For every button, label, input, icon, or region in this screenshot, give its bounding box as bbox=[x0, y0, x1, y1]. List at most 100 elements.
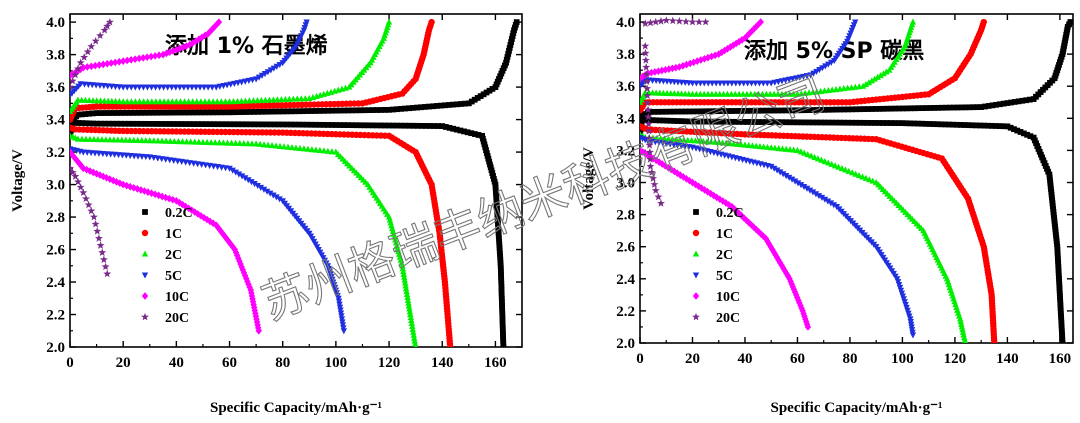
data-point-2C-discharge bbox=[672, 136, 680, 143]
data-point-0.2C-discharge bbox=[872, 120, 879, 126]
data-point-0.2C-discharge bbox=[1049, 200, 1056, 207]
data-point-0.2C-charge bbox=[121, 110, 128, 116]
data-point-0.2C-charge bbox=[1027, 96, 1033, 103]
data-point-0.2C-discharge bbox=[817, 119, 824, 126]
y-tick-label: 3.0 bbox=[616, 176, 635, 192]
data-point-0.2C-discharge bbox=[198, 121, 205, 127]
y-tick-label: 3.2 bbox=[46, 145, 65, 161]
data-point-2C-discharge bbox=[74, 135, 82, 142]
data-point-2C-discharge bbox=[98, 136, 106, 143]
data-point-0.2C-discharge bbox=[907, 120, 914, 127]
data-point-20C-discharge bbox=[646, 155, 655, 163]
data-point-0.2C-discharge bbox=[499, 326, 506, 332]
data-point-0.2C-charge bbox=[904, 105, 910, 112]
data-point-0.2C-discharge bbox=[324, 122, 331, 128]
data-point-0.2C-discharge bbox=[656, 117, 663, 124]
data-point-5C-discharge bbox=[785, 174, 793, 181]
data-point-10C-discharge bbox=[686, 176, 693, 185]
data-point-10C-discharge bbox=[76, 159, 83, 168]
data-point-5C-discharge bbox=[827, 200, 835, 207]
data-point-0.2C-charge bbox=[868, 106, 875, 112]
data-point-2C-discharge bbox=[191, 138, 198, 145]
data-point-2C-discharge bbox=[399, 265, 407, 272]
data-point-0.2C-charge bbox=[449, 101, 456, 108]
x-axis-title: Specific Capacity/mAh·g⁻¹ bbox=[771, 400, 943, 416]
data-point-10C-discharge bbox=[738, 211, 745, 220]
data-point-2C-charge bbox=[119, 98, 127, 105]
data-point-10C-discharge bbox=[735, 209, 743, 218]
data-point-0.2C-discharge bbox=[468, 130, 475, 137]
data-point-2C-charge bbox=[859, 82, 867, 89]
data-point-20C-discharge bbox=[642, 63, 651, 71]
data-point-0.2C-charge bbox=[146, 109, 152, 116]
data-point-2C-charge bbox=[214, 98, 221, 105]
data-point-10C-charge bbox=[155, 51, 163, 60]
data-point-2C-charge bbox=[156, 98, 164, 105]
data-point-0.2C-charge bbox=[82, 111, 89, 117]
data-point-2C-discharge bbox=[187, 138, 194, 145]
data-point-0.2C-charge bbox=[978, 104, 985, 110]
data-point-20C-discharge bbox=[644, 119, 653, 128]
data-point-0.2C-discharge bbox=[394, 122, 401, 129]
data-point-0.2C-discharge bbox=[973, 122, 980, 129]
data-point-20C-charge bbox=[646, 18, 655, 27]
data-point-10C-discharge bbox=[776, 258, 784, 267]
data-point-0.2C-discharge bbox=[1047, 183, 1054, 189]
data-point-0.2C-charge bbox=[402, 105, 408, 112]
data-point-0.2C-charge bbox=[982, 103, 988, 110]
data-point-0.2C-charge bbox=[663, 108, 669, 115]
legend-marker-0.2C bbox=[693, 209, 699, 215]
data-point-0.2C-charge bbox=[206, 109, 213, 116]
data-point-0.2C-discharge bbox=[500, 341, 507, 347]
data-point-0.2C-discharge bbox=[660, 117, 667, 124]
legend-marker-2C bbox=[692, 250, 700, 257]
data-point-2C-discharge bbox=[122, 136, 130, 143]
data-point-0.2C-discharge bbox=[685, 118, 692, 125]
data-point-0.2C-discharge bbox=[675, 118, 681, 124]
data-point-0.2C-charge bbox=[814, 107, 820, 113]
data-point-0.2C-charge bbox=[825, 106, 832, 113]
data-point-1C-charge bbox=[980, 18, 987, 26]
data-point-0.2C-discharge bbox=[431, 123, 437, 129]
data-point-0.2C-discharge bbox=[1058, 328, 1065, 335]
legend-marker-20C bbox=[141, 312, 149, 321]
data-point-2C-discharge bbox=[711, 138, 719, 145]
data-point-0.2C-discharge bbox=[712, 118, 719, 125]
data-point-10C-charge bbox=[694, 57, 701, 65]
data-point-5C-discharge bbox=[340, 328, 348, 335]
data-point-2C-discharge bbox=[661, 135, 668, 142]
data-point-2C-discharge bbox=[400, 267, 407, 275]
data-point-2C-discharge bbox=[236, 139, 243, 147]
data-point-2C-discharge bbox=[171, 137, 178, 145]
data-point-0.2C-charge bbox=[810, 107, 816, 113]
y-tick-label: 4.0 bbox=[46, 15, 65, 31]
data-point-0.2C-discharge bbox=[259, 121, 266, 128]
data-point-10C-charge bbox=[744, 31, 751, 40]
legend-marker-5C bbox=[692, 272, 700, 279]
data-point-0.2C-discharge bbox=[705, 118, 711, 125]
data-point-20C-discharge bbox=[101, 262, 110, 271]
data-point-0.2C-discharge bbox=[1058, 325, 1065, 332]
data-point-0.2C-discharge bbox=[646, 117, 652, 123]
x-tick-label: 100 bbox=[891, 351, 914, 367]
y-tick-label: 3.0 bbox=[46, 178, 65, 194]
data-point-1C-discharge bbox=[991, 339, 998, 343]
data-point-20C-discharge bbox=[657, 199, 665, 207]
y-axis-title: Voltage/V bbox=[581, 147, 597, 210]
data-point-0.2C-charge bbox=[438, 102, 444, 109]
data-point-10C-charge bbox=[80, 63, 87, 72]
data-point-10C-charge bbox=[753, 22, 760, 31]
data-point-2C-discharge bbox=[232, 139, 239, 146]
data-point-0.2C-discharge bbox=[312, 121, 319, 128]
legend-label: 2C bbox=[716, 248, 733, 263]
data-point-0.2C-charge bbox=[154, 109, 160, 116]
data-point-2C-charge bbox=[124, 98, 131, 105]
data-point-5C-discharge bbox=[812, 191, 820, 198]
data-point-20C-discharge bbox=[70, 168, 77, 176]
data-point-0.2C-charge bbox=[138, 109, 144, 116]
data-point-10C-discharge bbox=[804, 323, 812, 331]
data-point-0.2C-discharge bbox=[283, 121, 290, 128]
data-point-10C-discharge bbox=[695, 182, 702, 191]
data-point-0.2C-charge bbox=[786, 107, 793, 114]
data-point-0.2C-discharge bbox=[1054, 240, 1060, 247]
